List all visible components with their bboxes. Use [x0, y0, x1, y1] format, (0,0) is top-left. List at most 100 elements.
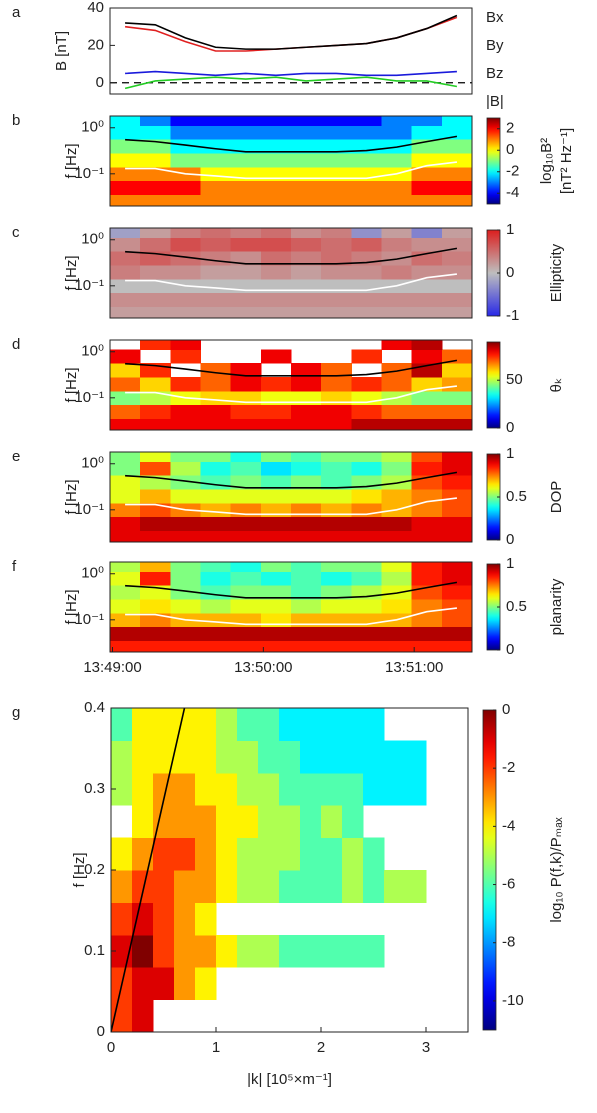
- heatmap-cell: [411, 571, 443, 586]
- heatmap-cell: [230, 116, 262, 126]
- heatmap-cell: [441, 153, 472, 168]
- heatmap-cell: [170, 377, 201, 392]
- heatmap-cell: [351, 278, 382, 294]
- heatmap-cell: [441, 139, 472, 154]
- heatmap-cell: [381, 626, 413, 642]
- heatmap-cell: [170, 562, 201, 572]
- heatmap-cell: [170, 585, 201, 600]
- y-axis-label: f [Hz]: [63, 143, 80, 178]
- heatmap-cell: [170, 194, 201, 206]
- heatmap-cell: [291, 585, 322, 600]
- heatmap-cell: [200, 139, 232, 154]
- heatmap-cell: [170, 139, 201, 154]
- heatmap-cell: [291, 530, 322, 542]
- heatmap-cell: [279, 837, 301, 871]
- heatmap-cell: [200, 363, 232, 378]
- heatmap-cell: [411, 626, 443, 642]
- heatmap-cell: [230, 194, 262, 206]
- heatmap-cell: [258, 805, 280, 839]
- heatmap-cell: [110, 139, 141, 154]
- heatmap-cell: [153, 772, 175, 806]
- heatmap-cell: [441, 363, 472, 378]
- heatmap-cell: [441, 599, 472, 614]
- heatmap-cell: [321, 934, 343, 968]
- colorbar: [486, 117, 501, 205]
- y-tick-label: 0.1: [84, 942, 105, 959]
- heatmap-cell: [279, 740, 301, 774]
- heatmap-cell: [381, 377, 413, 392]
- heatmap-cell: [153, 837, 175, 871]
- heatmap-cell: [411, 194, 443, 206]
- heatmap-cell: [321, 599, 352, 614]
- heatmap-cell: [140, 461, 171, 476]
- panel-label: g: [12, 704, 20, 721]
- heatmap-cell: [140, 562, 171, 572]
- heatmap-cell: [110, 530, 141, 542]
- y-tick-label: 10⁰: [81, 455, 104, 472]
- y-tick-label: 10⁻¹: [74, 277, 104, 294]
- heatmap-cell: [132, 902, 154, 936]
- heatmap-cell: [110, 292, 141, 308]
- heatmap-cell: [260, 251, 292, 266]
- colorbar-tick-label: 0: [502, 701, 510, 718]
- heatmap-cell: [260, 452, 292, 462]
- heatmap-cell: [140, 418, 171, 430]
- heatmap-cell: [351, 228, 382, 238]
- heatmap-cell: [405, 870, 427, 903]
- heatmap-cell: [110, 228, 141, 238]
- heatmap-cell: [321, 265, 352, 280]
- heatmap-cell: [230, 626, 262, 642]
- x-tick-label: 13:51:00: [385, 659, 443, 676]
- heatmap-cell: [200, 640, 232, 652]
- heatmap-cell: [300, 870, 322, 903]
- heatmap-cell: [140, 228, 171, 238]
- heatmap-cell: [260, 612, 292, 628]
- heatmap-cell: [291, 612, 322, 628]
- heatmap-cell: [132, 708, 154, 741]
- heatmap-cell: [230, 452, 262, 462]
- heatmap-cell: [110, 562, 141, 572]
- heatmap-cell: [381, 599, 413, 614]
- contour-line: [125, 161, 458, 180]
- axes-frame: [109, 451, 473, 543]
- heatmap-cell: [411, 599, 443, 614]
- heatmap-cell: [195, 870, 217, 903]
- heatmap-cell: [351, 612, 382, 628]
- heatmap-cell: [153, 870, 175, 903]
- heatmap-cell: [441, 237, 472, 252]
- heatmap-cell: [321, 740, 343, 774]
- heatmap-cell: [342, 708, 364, 741]
- heatmap-cell: [174, 772, 196, 806]
- y-axis-label: f [Hz]: [63, 589, 80, 624]
- heatmap-cell: [291, 166, 322, 182]
- heatmap-cell: [174, 902, 196, 936]
- heatmap-cell: [230, 571, 262, 586]
- heatmap-cell: [216, 805, 238, 839]
- heatmap-cell: [200, 461, 232, 476]
- heatmap-cell: [195, 967, 217, 1001]
- panel-label: d: [12, 336, 20, 353]
- heatmap-cell: [110, 404, 141, 420]
- heatmap-cell: [111, 708, 133, 741]
- heatmap-cell: [321, 530, 352, 542]
- heatmap-cell: [200, 116, 232, 126]
- heatmap-cell: [441, 278, 472, 294]
- heatmap-cell: [441, 626, 472, 642]
- heatmap-cell: [132, 934, 154, 968]
- heatmap-cell: [321, 166, 352, 182]
- heatmap-cell: [111, 740, 133, 774]
- heatmap-cell: [260, 237, 292, 252]
- heatmap-cell: [110, 265, 141, 280]
- heatmap-cell: [260, 194, 292, 206]
- heatmap-cell: [441, 349, 472, 364]
- heatmap-cell: [230, 237, 262, 252]
- plot-area: [110, 116, 472, 206]
- heatmap-cell: [260, 180, 292, 196]
- heatmap-cell: [291, 640, 322, 652]
- heatmap-cell: [140, 599, 171, 614]
- heatmap-cell: [260, 292, 292, 308]
- heatmap-cell: [237, 740, 259, 774]
- heatmap-cell: [140, 237, 171, 252]
- y-tick-label: 0.3: [84, 780, 105, 797]
- heatmap-cell: [230, 599, 262, 614]
